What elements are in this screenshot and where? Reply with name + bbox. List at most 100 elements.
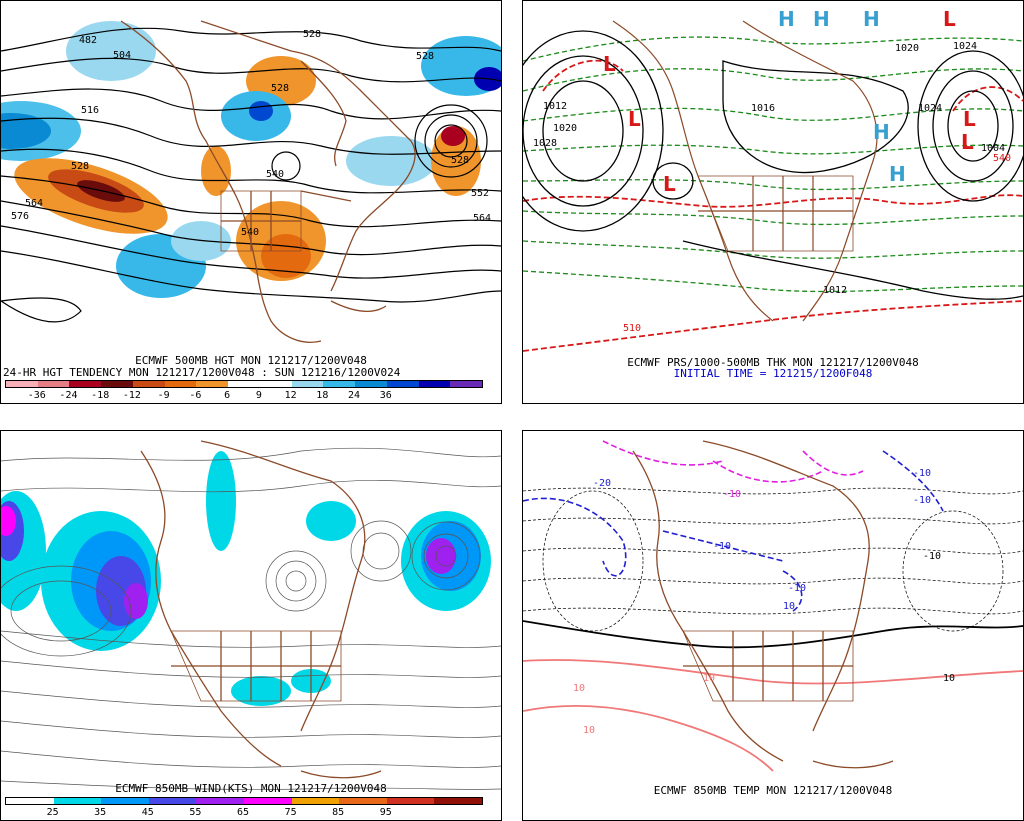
colorbar-swatch <box>53 798 102 804</box>
temp-label: 10 <box>703 673 715 684</box>
colorbar-tick-label: 35 <box>94 807 107 818</box>
temp-label: -10 <box>913 468 931 479</box>
caption-500mb-height: ECMWF 500MB HGT MON 121217/1200V048 <box>135 354 367 367</box>
isobars <box>523 30 1023 300</box>
colorbar-swatch <box>196 381 229 387</box>
thickness-label: 540 <box>993 153 1011 164</box>
contour-label: 540 <box>266 169 284 180</box>
colorbar-swatch <box>101 798 149 804</box>
isobar-label: 1016 <box>751 103 775 114</box>
contour-label: 564 <box>473 213 491 224</box>
caption-24hr-tendency: 24-HR HGT TENDENCY MON 121217/1200V048 :… <box>3 366 401 379</box>
colorbar-swatch <box>291 798 340 804</box>
contour-label: 528 <box>451 155 469 166</box>
isobar-label: 1012 <box>543 101 567 112</box>
thickness-label: 510 <box>623 323 641 334</box>
colorbar-tick-label: -9 <box>157 390 170 401</box>
thickness-contours-red <box>523 59 1023 352</box>
shade-cyan-canada <box>206 451 236 551</box>
colorbar-tick-label: 18 <box>316 390 329 401</box>
high-pressure-markers: H H H H H <box>778 7 906 186</box>
colorbar-swatch <box>101 381 133 387</box>
low-marker: L <box>961 130 974 154</box>
colorbar-swatch <box>6 798 54 804</box>
colorbar-swatch <box>37 381 70 387</box>
temp-label: -20 <box>593 478 611 489</box>
contour-label: 528 <box>71 161 89 172</box>
tendency-shading <box>1 21 501 298</box>
colorbar-swatch <box>243 798 292 804</box>
temp-contours-cold-blue <box>523 450 944 612</box>
contour-label: 576 <box>11 211 29 222</box>
temp-label: 10 <box>583 725 595 736</box>
thickness-labels: 540 510 <box>623 153 1011 334</box>
low-marker: L <box>603 52 616 76</box>
shade-blue-nw <box>66 21 156 81</box>
colorbar-tick-label: 36 <box>379 390 392 401</box>
colorbar-tick-label: 45 <box>141 807 154 818</box>
colorbar-tick-label: 9 <box>255 390 262 401</box>
low-marker: L <box>628 107 641 131</box>
wind-speed-map <box>1 440 501 790</box>
freezing-line <box>523 620 1023 649</box>
low-marker: L <box>963 107 976 131</box>
colorbar-swatch <box>6 381 38 387</box>
colorbar-swatch <box>450 381 483 387</box>
shade-darkblue-west <box>1 113 51 149</box>
high-marker: H <box>813 7 830 31</box>
high-marker: H <box>889 162 906 186</box>
colorbar-tick-label: 25 <box>46 807 59 818</box>
coastlines <box>140 440 382 779</box>
wind-speed-shading <box>1 451 491 706</box>
temp-label: 10 <box>943 673 955 684</box>
contour-label: 528 <box>416 51 434 62</box>
coastlines <box>612 20 878 322</box>
contour-label: 528 <box>271 83 289 94</box>
colorbar-tick-label: -6 <box>189 390 202 401</box>
isobar-label: 1004 <box>981 143 1005 154</box>
high-marker: H <box>873 120 890 144</box>
colorbar-tick-label: -12 <box>122 390 141 401</box>
contour-label: 516 <box>81 105 99 116</box>
colorbar-tick-label: 65 <box>236 807 250 818</box>
colorbar-swatch <box>434 798 482 804</box>
shade-orange-rockies <box>201 146 231 196</box>
contour-label: 564 <box>25 198 43 209</box>
colorbar-swatch <box>355 381 387 387</box>
shade-lightblue-sw <box>171 221 231 261</box>
coastlines <box>632 440 894 769</box>
colorbar-swatch <box>418 381 451 387</box>
high-marker: H <box>863 7 880 31</box>
temp-label: -10 <box>723 489 741 500</box>
colorbar-swatch <box>386 381 419 387</box>
caption-850mb-wind: ECMWF 850MB WIND(KTS) MON 121217/1200V04… <box>115 782 387 795</box>
colorbar-tick-label: 55 <box>189 807 202 818</box>
low-pressure-markers: L L L L L L <box>603 7 976 196</box>
contour-label: 552 <box>471 188 489 199</box>
temperature-map: -20 -10 -10 -10 10 10 10 10 -10 -10 -10 … <box>523 440 1023 772</box>
colorbar-swatch <box>386 798 435 804</box>
colorbar-swatch <box>69 381 102 387</box>
colorbar-tick-label: 75 <box>284 807 297 818</box>
streamlines <box>1 447 501 790</box>
caption-850mb-temp: ECMWF 850MB TEMP MON 121217/1200V048 <box>653 784 893 797</box>
wind-colorbar <box>5 797 483 805</box>
isobar-label: 1028 <box>533 138 557 149</box>
high-marker: H <box>778 7 795 31</box>
low-marker: L <box>943 7 956 31</box>
colorbar-swatch <box>323 381 356 387</box>
temp-label: 10 <box>783 601 795 612</box>
temp-label: -10 <box>788 583 806 594</box>
isobar-label: 1020 <box>895 43 919 54</box>
colorbar-tick-label: -24 <box>59 390 78 401</box>
shade-darkblue-canada <box>249 101 273 121</box>
shade-orange-atlantic <box>431 126 481 196</box>
colorbar-tick-label: 24 <box>348 390 361 401</box>
shade-purple-atlantic <box>426 538 456 574</box>
colorbar-swatch <box>164 381 197 387</box>
low-marker: L <box>663 172 676 196</box>
panel-500mb-height: 482 504 516 528 528 528 528 540 540 552 … <box>0 0 502 404</box>
colorbar-swatch <box>291 381 324 387</box>
panel-850mb-temp: -20 -10 -10 -10 10 10 10 10 -10 -10 -10 … <box>522 430 1024 821</box>
isobar-labels: 1012 1020 1028 1024 1016 1004 1012 1024 … <box>533 41 1005 296</box>
